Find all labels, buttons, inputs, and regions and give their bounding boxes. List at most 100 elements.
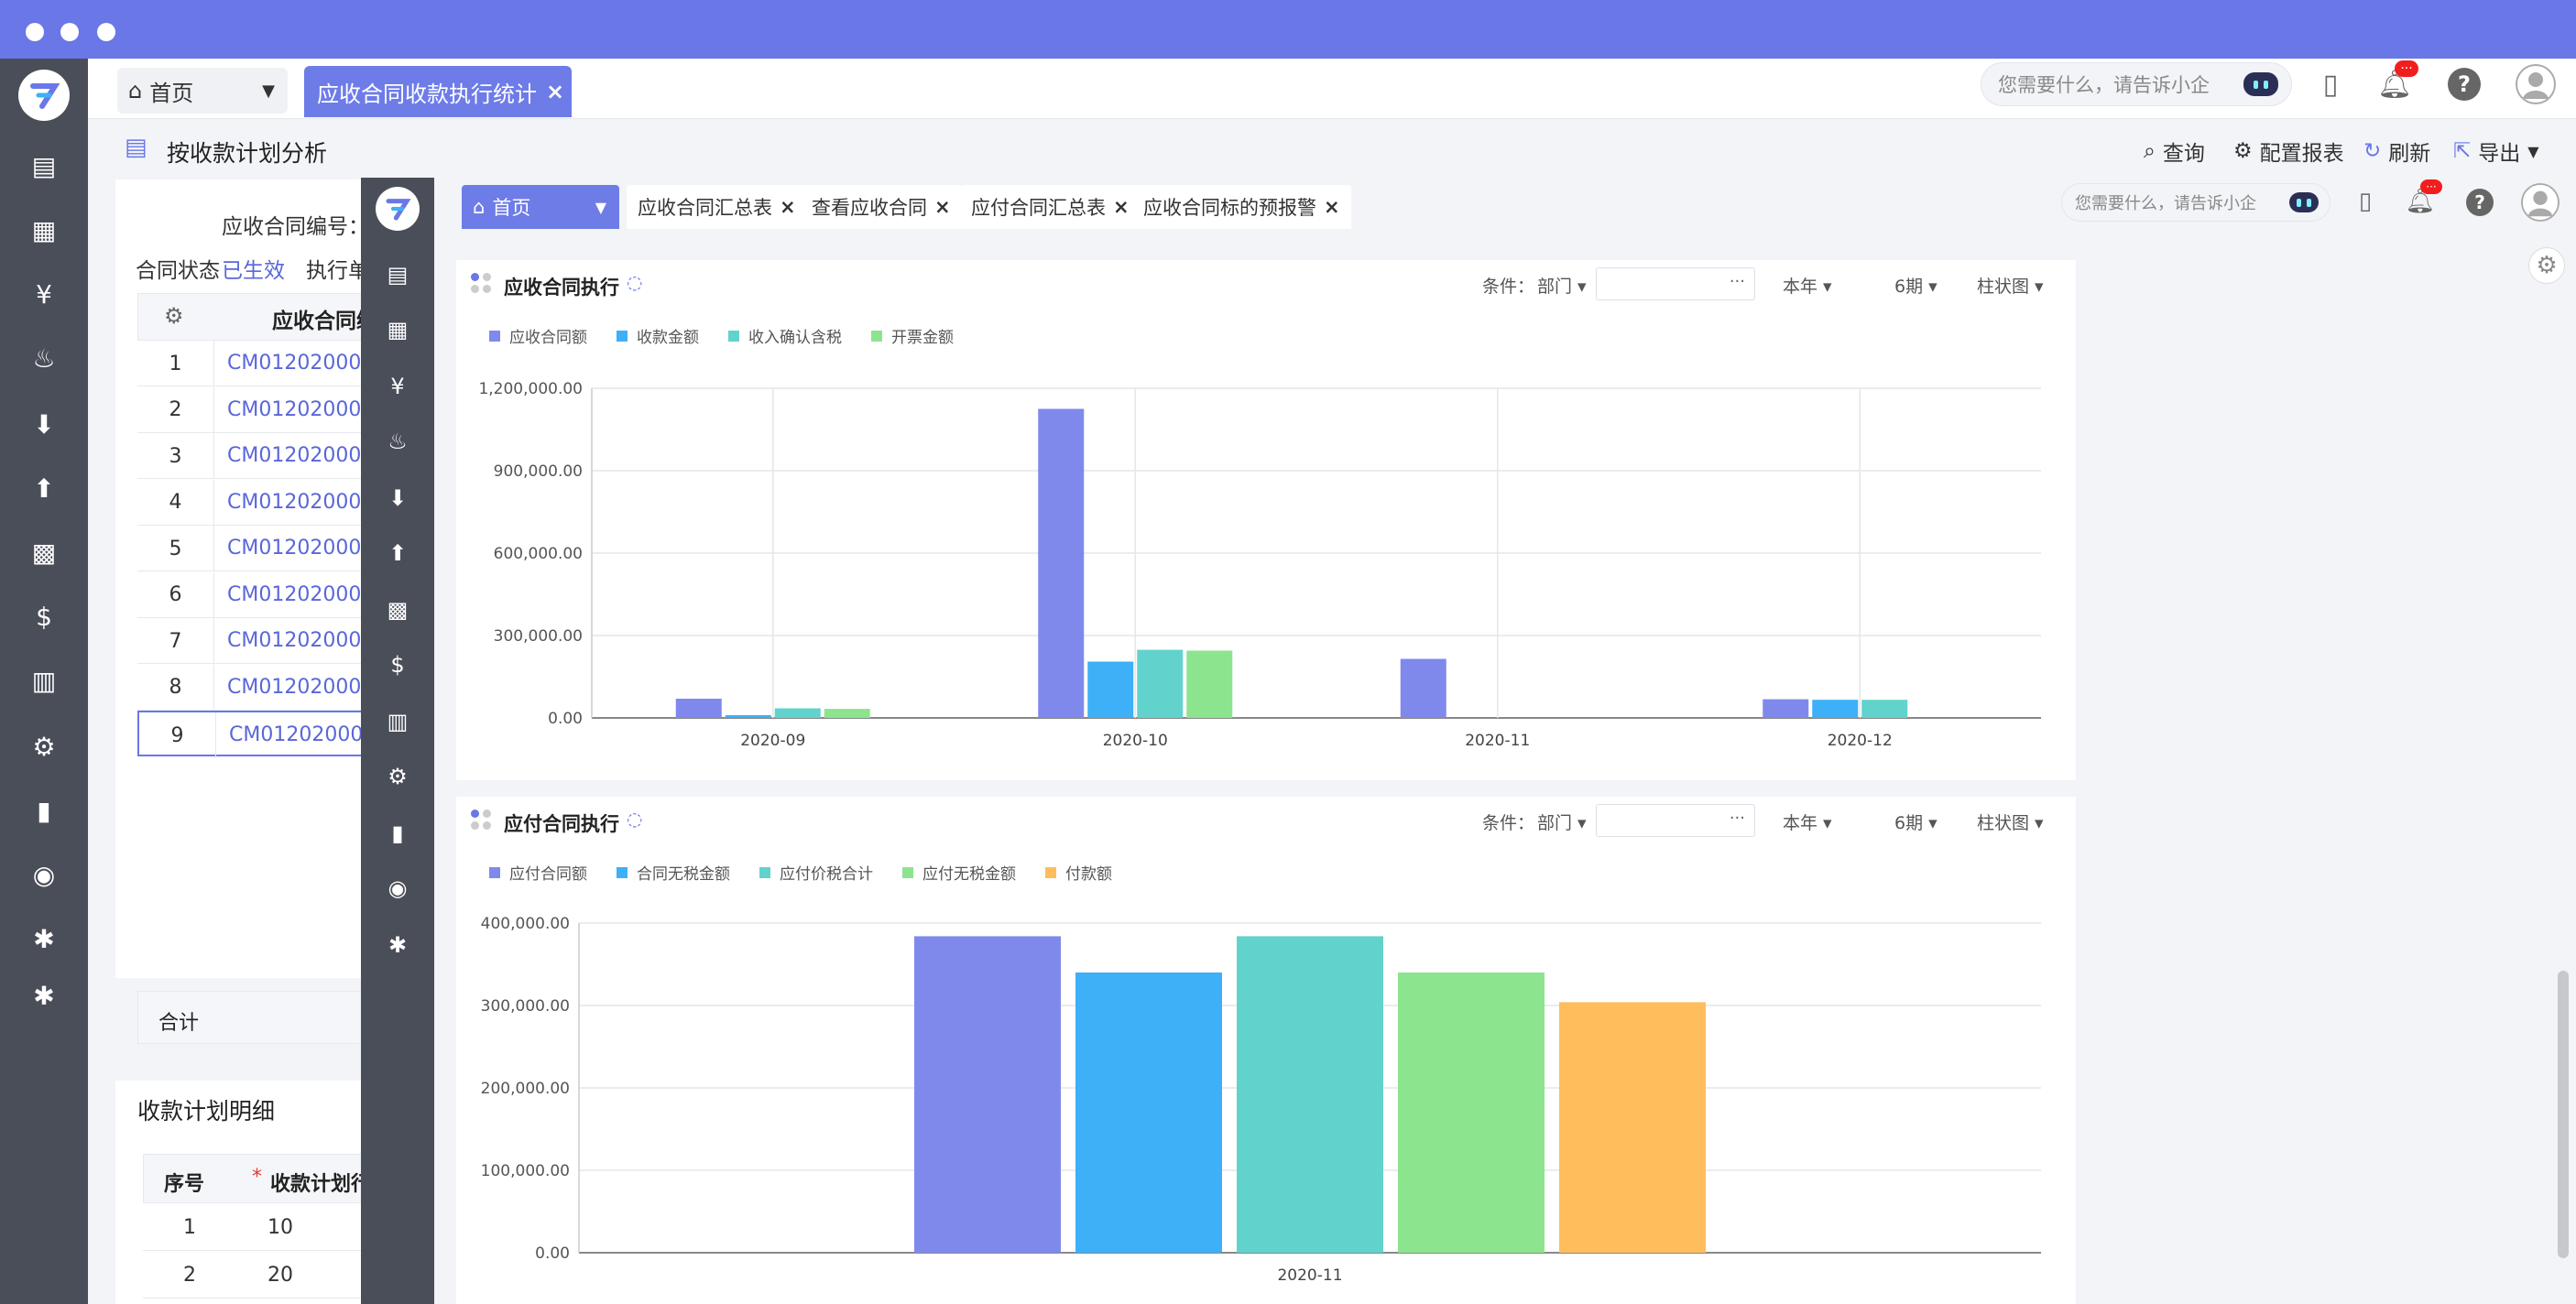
calculator-icon[interactable]: ▩ [387,597,409,623]
close-icon[interactable]: × [1324,196,1340,218]
gear-icon[interactable]: ⚙ [387,764,408,789]
inner-tab[interactable]: 应收合同标的预报警 × [1132,185,1351,229]
upload-coin-icon[interactable]: ⬆ [33,473,55,504]
contract-code-link[interactable]: CM012020000 [227,397,375,421]
yen-doc-icon[interactable]: ¥ [36,279,52,310]
bar-chart-icon[interactable]: ▮ [37,796,51,826]
hand-coin-icon[interactable]: ♨ [387,429,408,454]
table-row[interactable]: 7 CM012020000 [137,618,390,664]
asterisk-icon[interactable]: ✱ [387,932,408,958]
close-icon[interactable]: × [1113,196,1130,218]
column-settings-icon[interactable]: ⚙ [164,303,184,329]
list-icon[interactable]: ▤ [31,151,57,181]
periods-dropdown[interactable]: 6期 ▾ [1894,277,1937,297]
inner-tab-home[interactable]: ⌂ 首页 ▼ [462,185,619,229]
legend-item[interactable]: 应付无税金额 [902,861,1016,884]
window-close-dot[interactable] [26,23,44,41]
inner-tab[interactable]: 应收合同汇总表 × [627,185,807,229]
bar[interactable] [774,708,821,719]
table-row[interactable]: 5 CM012020000 [137,526,390,571]
contract-code-link[interactable]: CM012020000 [229,723,377,746]
contract-search-icon[interactable]: ▦ [387,317,409,342]
more-icon[interactable]: ··· [1729,809,1745,828]
hand-coin-icon[interactable]: ♨ [32,343,56,374]
contract-code-link[interactable]: CM012020000 [227,444,375,467]
bar[interactable] [1400,658,1446,719]
table-row[interactable]: 4 CM012020000 [137,479,390,526]
avatar[interactable] [2516,64,2556,104]
chevron-down-icon[interactable]: ▼ [262,81,275,101]
close-icon[interactable]: × [934,196,951,218]
download-coin-icon[interactable]: ⬇ [33,409,55,440]
table-row[interactable]: 2 CM012020000 [137,386,390,433]
legend-item[interactable]: 收款金额 [617,324,699,347]
table-row[interactable]: 3 CM012020000 [137,433,390,479]
dept-dropdown[interactable]: 部门 ▾ [1537,277,1587,297]
report-icon[interactable]: ▥ [387,709,409,734]
drag-dots-icon[interactable] [471,273,491,293]
bar-chart-icon[interactable]: ▮ [391,820,404,846]
table-row[interactable]: 6 CM012020000 [137,571,390,618]
mobile-icon[interactable]: ▯ [2358,188,2373,215]
dollar-doc-icon[interactable]: $ [390,652,405,678]
mobile-icon[interactable]: ▯ [2322,68,2339,101]
scrollbar[interactable] [2558,971,2569,1258]
bar[interactable] [1186,650,1233,719]
contract-code-link[interactable]: CM012020000 [227,537,375,560]
asterisk-icon[interactable]: ✱ [33,924,55,954]
target-icon[interactable]: ◉ [387,875,408,901]
calculator-icon[interactable]: ▩ [31,538,57,568]
condition-input[interactable]: ··· [1596,804,1755,837]
assistant-search[interactable]: 您需要什么，请告诉小企 [1981,62,2292,106]
tab-contract-stats[interactable]: 应收合同收款执行统计 × [304,66,572,117]
table-row[interactable]: 8 CM012020000 [137,664,390,711]
floating-settings-icon[interactable]: ⚙ [2528,247,2565,284]
detail-row[interactable]: 2 20 [143,1251,390,1299]
window-maximize-dot[interactable] [97,23,115,41]
dept-dropdown[interactable]: 部门 ▾ [1537,813,1587,833]
bar[interactable] [1398,973,1545,1253]
window-minimize-dot[interactable] [60,23,79,41]
bar[interactable] [675,699,722,718]
bar[interactable] [1812,700,1859,718]
avatar[interactable] [2521,183,2560,222]
download-coin-icon[interactable]: ⬇ [387,485,408,511]
detail-row[interactable]: 1 10 [143,1203,390,1251]
gear-icon[interactable]: ⚙ [32,732,56,762]
bar[interactable] [824,709,870,718]
upload-coin-icon[interactable]: ⬆ [387,540,408,566]
help-icon[interactable]: ? [2448,68,2481,101]
bar[interactable] [1075,973,1222,1253]
contract-code-link[interactable]: CM012020000 [227,675,375,699]
contract-search-icon[interactable]: ▦ [31,215,57,245]
condition-input[interactable]: ··· [1596,267,1755,300]
table-row[interactable]: 1 CM012020000 [137,341,390,386]
bar[interactable] [1763,699,1809,718]
bar[interactable] [725,715,771,718]
yen-doc-icon[interactable]: ¥ [390,374,405,399]
target-icon[interactable]: ◉ [32,860,56,890]
drag-dots-icon[interactable] [471,810,491,830]
config-report-button[interactable]: ⚙ 配置报表 [2233,136,2344,167]
dollar-doc-icon[interactable]: $ [36,602,52,632]
legend-item[interactable]: 应付价税合计 [759,861,873,884]
bar[interactable] [1038,408,1085,719]
export-button[interactable]: ⇱ 导出 ▼ [2453,136,2539,167]
year-dropdown[interactable]: 本年 ▾ [1783,813,1832,833]
legend-item[interactable]: 付款额 [1045,861,1112,884]
report-icon[interactable]: ▥ [31,666,57,696]
app-logo[interactable] [18,70,70,121]
legend-item[interactable]: 收入确认含税 [728,324,842,347]
contract-code-link[interactable]: CM012020000 [227,629,375,652]
bar[interactable] [1237,936,1383,1253]
more-icon[interactable]: ··· [1729,272,1745,291]
inner-tab[interactable]: 应付合同汇总表 × [960,185,1141,229]
legend-item[interactable]: 应付合同额 [489,861,587,884]
inner-app-logo[interactable] [376,187,420,231]
contract-code-link[interactable]: CM012020000 [227,490,375,514]
asterisk-icon-2[interactable]: ✱ [33,981,55,1011]
list-icon[interactable]: ▤ [387,262,409,288]
close-icon[interactable]: × [780,196,796,218]
query-button[interactable]: ⌕ 查询 [2144,136,2205,167]
help-icon[interactable]: ? [2466,189,2494,216]
